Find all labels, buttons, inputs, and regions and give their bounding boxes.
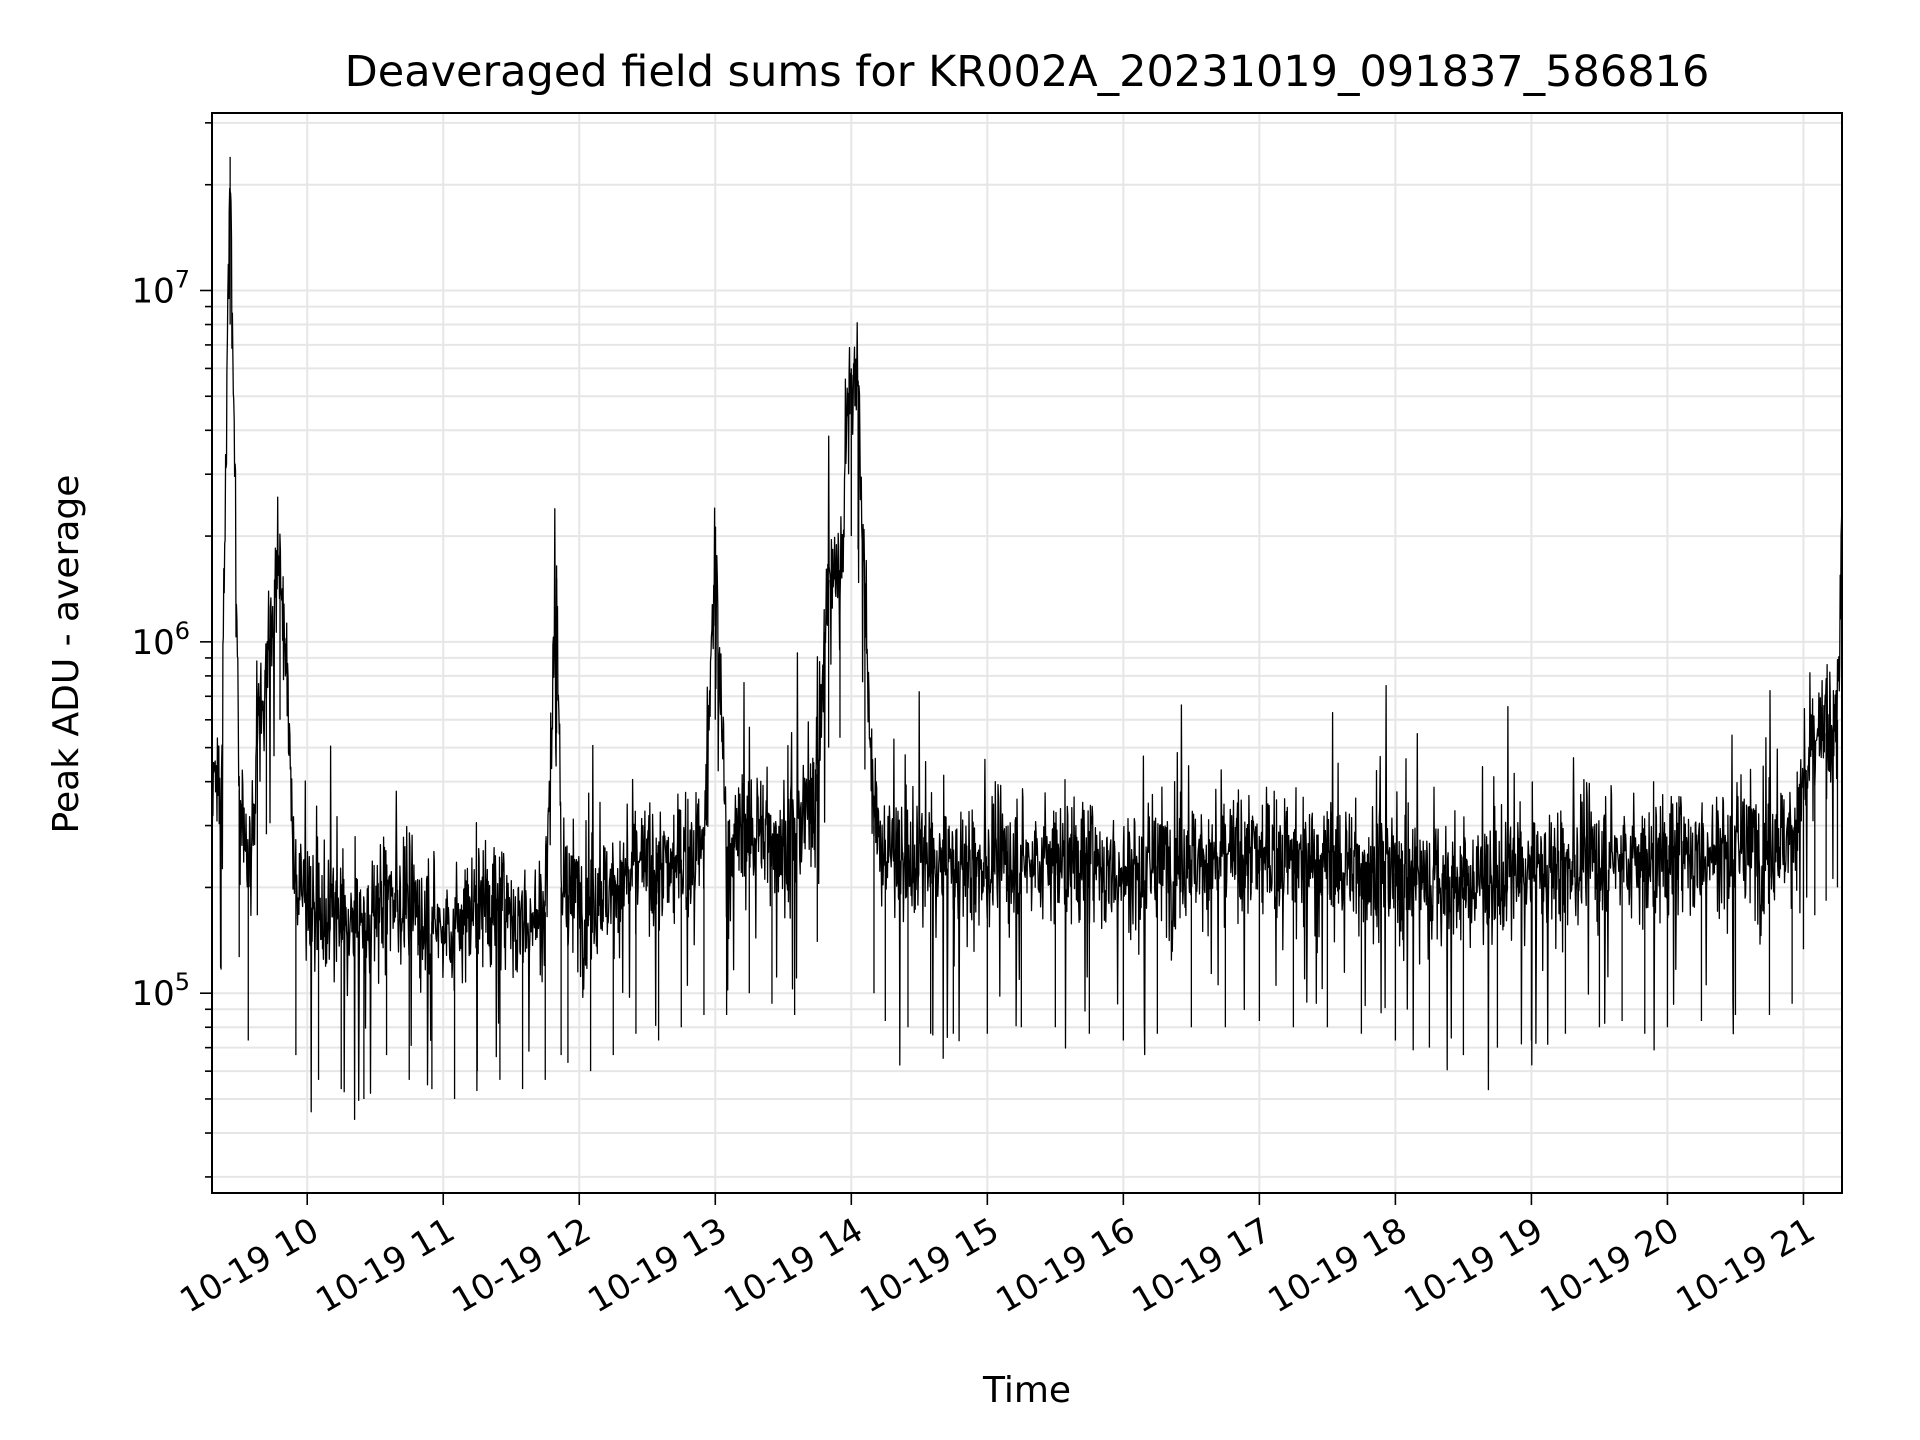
x-axis-label: Time bbox=[982, 1370, 1071, 1411]
y-tick-label: 107 bbox=[131, 265, 190, 311]
y-tick-label: 106 bbox=[131, 617, 190, 663]
chart-title: Deaveraged field sums for KR002A_2023101… bbox=[345, 47, 1710, 97]
y-axis-label: Peak ADU - average bbox=[46, 475, 87, 834]
y-axis: 105 106 107 bbox=[131, 122, 212, 1178]
y-tick-label: 105 bbox=[131, 968, 190, 1014]
series-line bbox=[211, 187, 1843, 1121]
plot-frame bbox=[211, 112, 1843, 1194]
